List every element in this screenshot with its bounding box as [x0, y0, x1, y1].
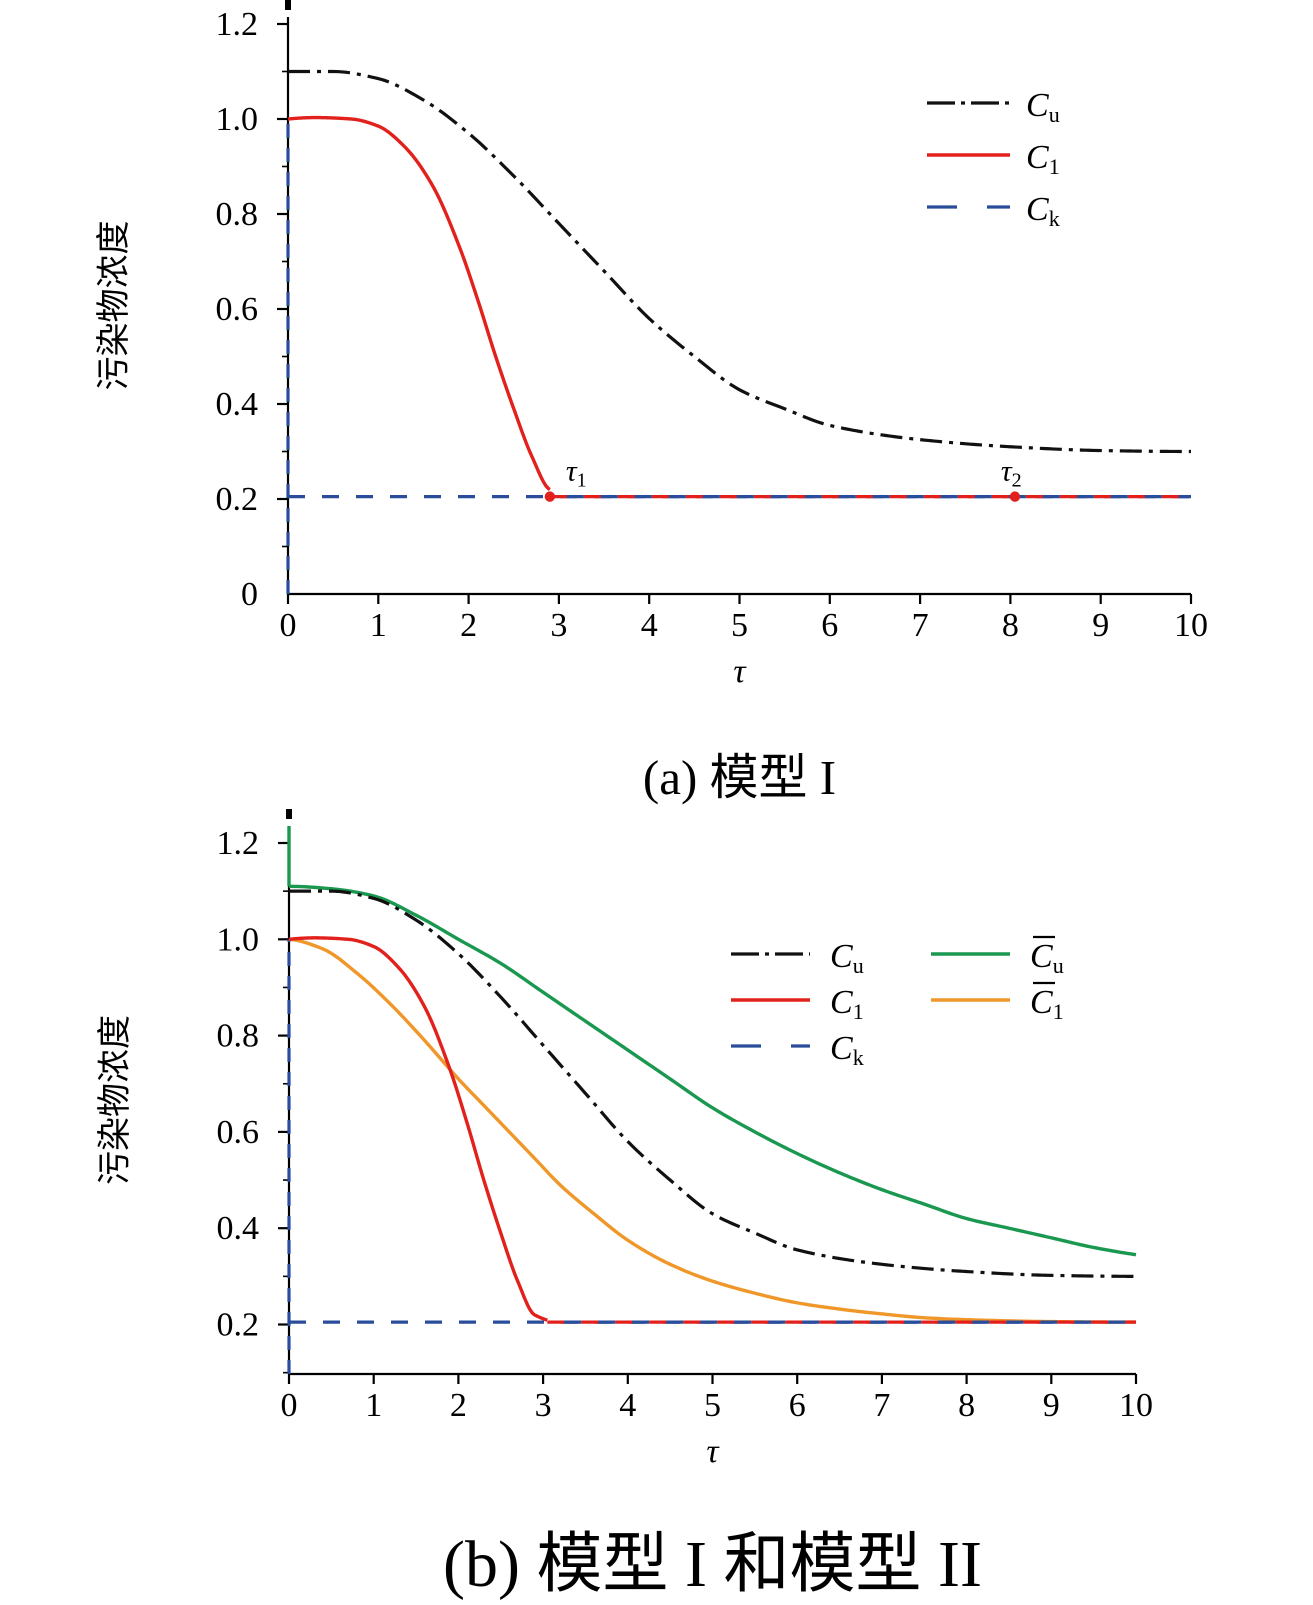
svg-text:10: 10: [1119, 1387, 1153, 1424]
svg-text:1: 1: [365, 1387, 382, 1424]
svg-text:5: 5: [704, 1387, 721, 1424]
svg-text:τ: τ: [733, 653, 747, 690]
svg-text:1.0: 1.0: [216, 101, 259, 138]
svg-text:1.2: 1.2: [216, 6, 259, 43]
svg-text:3: 3: [550, 607, 567, 644]
svg-text:污染物浓度: 污染物浓度: [95, 221, 133, 391]
svg-text:7: 7: [912, 607, 929, 644]
svg-text:4: 4: [641, 607, 658, 644]
svg-text:6: 6: [789, 1387, 806, 1424]
svg-text:污染物浓度: 污染物浓度: [96, 1015, 134, 1185]
svg-text:0: 0: [280, 607, 297, 644]
svg-text:2: 2: [460, 607, 477, 644]
svg-text:1.0: 1.0: [217, 921, 260, 958]
svg-text:1.2: 1.2: [217, 825, 260, 862]
svg-text:7: 7: [873, 1387, 890, 1424]
svg-text:10: 10: [1174, 607, 1208, 644]
svg-text:0: 0: [281, 1387, 298, 1424]
svg-text:9: 9: [1092, 607, 1109, 644]
svg-text:5: 5: [731, 607, 748, 644]
svg-text:τ: τ: [706, 1433, 720, 1470]
svg-text:(b) 模型 I 和模型 II: (b) 模型 I 和模型 II: [443, 1528, 982, 1600]
svg-text:0.8: 0.8: [217, 1018, 260, 1055]
svg-text:1: 1: [370, 607, 387, 644]
svg-text:0: 0: [241, 576, 258, 613]
svg-text:2: 2: [450, 1387, 467, 1424]
svg-text:0.2: 0.2: [217, 1307, 260, 1344]
svg-text:6: 6: [821, 607, 838, 644]
svg-text:0.4: 0.4: [217, 1210, 260, 1247]
svg-text:3: 3: [535, 1387, 552, 1424]
svg-text:9: 9: [1043, 1387, 1060, 1424]
svg-text:8: 8: [958, 1387, 975, 1424]
svg-text:0.4: 0.4: [216, 386, 259, 423]
svg-text:0.8: 0.8: [216, 196, 259, 233]
svg-text:0.6: 0.6: [217, 1114, 260, 1151]
svg-text:0.2: 0.2: [216, 481, 259, 518]
svg-text:8: 8: [1002, 607, 1019, 644]
svg-text:4: 4: [619, 1387, 636, 1424]
svg-text:0.6: 0.6: [216, 291, 259, 328]
svg-text:(a) 模型 I: (a) 模型 I: [643, 750, 836, 805]
